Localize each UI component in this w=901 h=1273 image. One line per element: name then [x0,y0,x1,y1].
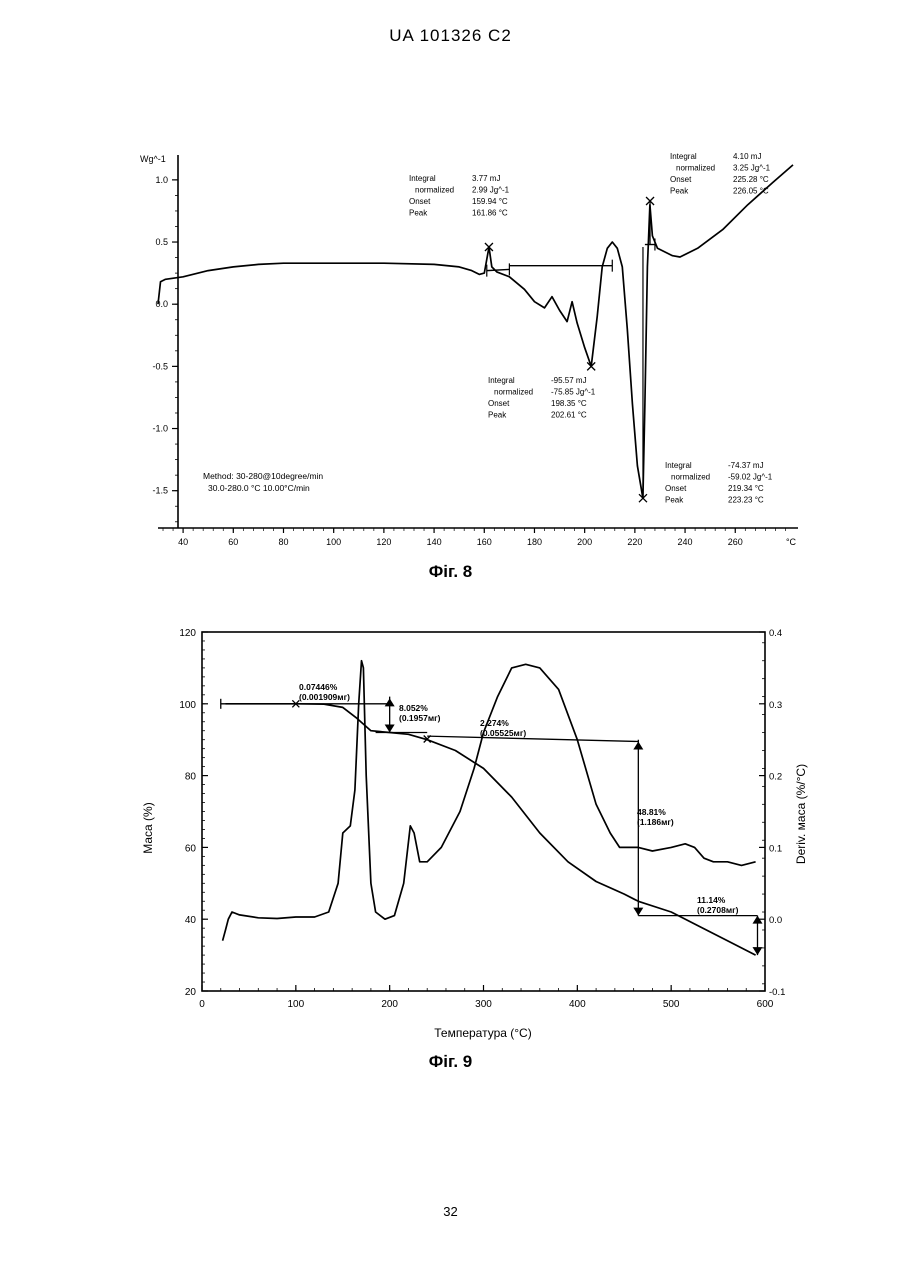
y-tick-label: 40 [185,915,197,926]
annotation-label: Onset [488,399,510,408]
step-label: (1.186мг) [637,817,674,827]
x-tick-label: 140 [427,537,442,547]
arrow-head [633,741,643,749]
y-axis-label: Маса (%) [141,802,155,853]
x-tick-label: 40 [178,537,188,547]
method-text: Method: 30-280@10degree/min [203,471,323,481]
integration-baseline [487,269,510,270]
step-label: 0.07446% [299,682,338,692]
tga-chart: 20 40 60 80 100 120 -0.1 0.0 0.1 0.2 0.3 0.4 0 100 200… [0,620,901,1050]
y-axis-label: Wg^-1 [140,154,166,164]
annotation-value: 159.94 °C [472,197,508,206]
y2-tick-label: 0.4 [769,628,782,639]
x-tick-label: 100 [326,537,341,547]
annotation-label: Onset [409,197,431,206]
x-tick-label: 160 [477,537,492,547]
step-label: 2.274% [480,718,509,728]
annotation-label: Integral [409,174,436,183]
annotation-label: Peak [670,187,689,196]
step-label: (0.05525мг) [480,728,526,738]
y2-tick-label: 0.3 [769,700,782,711]
step-label: (0.001909мг) [299,692,350,702]
annotation-value: 2.99 Jg^-1 [472,186,510,195]
annotation-label: normalized [415,186,454,195]
annotation-value: -95.57 mJ [551,376,587,385]
annotation-label: Peak [409,209,428,218]
y-tick-label: 0.0 [155,299,168,309]
annotation-value: 161.86 °C [472,209,508,218]
annotation-value: -75.85 Jg^-1 [551,388,596,397]
annotation-value: 225.28 °C [733,175,769,184]
y-tick-label: -1.5 [152,486,168,496]
x-tick-label: 300 [475,999,492,1010]
y-tick-label: 120 [179,628,196,639]
y2-tick-label: 0.1 [769,843,782,854]
y2-axis-label: Deriv. маса (%/°C) [794,764,808,864]
step-label: 48.81% [637,807,666,817]
arrow-head [633,908,643,916]
x-tick-label: 400 [569,999,586,1010]
annotation-label: normalized [671,473,710,482]
annotation-label: normalized [494,388,533,397]
x-tick-label: 80 [278,537,288,547]
figure-8-caption: Фіг. 8 [0,562,901,582]
annotation-value: 223.23 °C [728,496,764,505]
annotation-label: Peak [488,411,507,420]
x-tick-label: 500 [663,999,680,1010]
annotation-value: 202.61 °C [551,411,587,420]
arrow-head [385,698,395,706]
step-label: 11.14% [697,895,726,905]
y-tick-label: -1.0 [152,424,168,434]
x-tick-label: 120 [376,537,391,547]
annotation-value: 226.05 °C [733,187,769,196]
step-label: 8.052% [399,703,428,713]
annotation-value: 198.35 °C [551,399,587,408]
x-tick-label: 200 [381,999,398,1010]
y2-tick-label: -0.1 [769,987,785,998]
annotation-label: Integral [670,152,697,161]
series-line-deriv-mass [223,661,756,941]
annotation-value: 3.25 Jg^-1 [733,164,771,173]
measurement-line [427,736,638,741]
y2-tick-label: 0.2 [769,772,782,783]
y-tick-label: -0.5 [152,361,168,371]
figure-9-caption: Фіг. 9 [0,1052,901,1072]
annotation-value: 219.34 °C [728,484,764,493]
plot-frame [202,632,765,991]
step-label: (0.1957мг) [399,713,441,723]
y-tick-label: 1.0 [155,175,168,185]
annotation-label: Integral [665,461,692,470]
y-tick-label: 100 [179,700,196,711]
annotation-label: normalized [676,164,715,173]
annotation-label: Onset [665,484,687,493]
x-tick-label: 180 [527,537,542,547]
page-number: 32 [0,1204,901,1219]
annotation-label: Integral [488,376,515,385]
x-tick-label: 260 [728,537,743,547]
x-tick-label: 240 [678,537,693,547]
step-label: (0.2708мг) [697,905,739,915]
method-text: 30.0-280.0 °C 10.00°C/min [208,483,310,493]
annotation-value: 3.77 mJ [472,174,500,183]
x-axis-label: Температура (°C) [434,1026,531,1040]
y-tick-label: 20 [185,987,197,998]
annotation-value: -59.02 Jg^-1 [728,473,773,482]
annotation-label: Peak [665,496,684,505]
patent-number: UA 101326 C2 [0,26,901,46]
dsc-chart: Wg^-1 1.0 0.5 0.0 -0.5 -1.0 -1.5 40 60 80 100 120 14… [0,140,901,560]
y-tick-label: 60 [185,843,197,854]
x-tick-label: 600 [757,999,774,1010]
x-tick-label: 200 [577,537,592,547]
x-tick-label: 100 [287,999,304,1010]
annotation-value: 4.10 mJ [733,152,761,161]
x-tick-label: 0 [199,999,205,1010]
x-tick-label: 60 [228,537,238,547]
x-axis-unit: °C [786,537,797,547]
x-tick-label: 220 [627,537,642,547]
annotation-label: Onset [670,175,692,184]
y-tick-label: 80 [185,772,197,783]
y-tick-label: 0.5 [155,237,168,247]
y2-tick-label: 0.0 [769,915,782,926]
annotation-value: -74.37 mJ [728,461,764,470]
